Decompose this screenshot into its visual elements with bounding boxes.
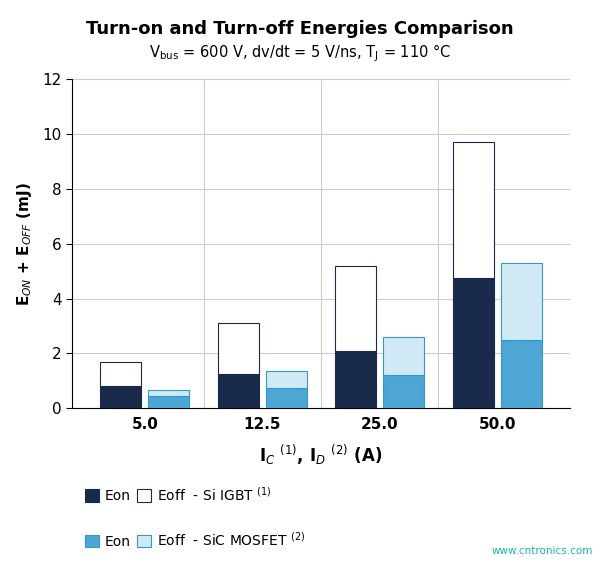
Bar [266,371,307,388]
Legend: Eon, Eoff  - Si IGBT $^{(1)}$: Eon, Eoff - Si IGBT $^{(1)}$ [85,485,271,503]
Bar [100,362,141,386]
Bar [452,142,494,278]
Bar [218,323,259,374]
Bar [218,374,259,408]
Bar [383,337,424,375]
Legend: Eon, Eoff  - SiC MOSFET $^{(2)}$: Eon, Eoff - SiC MOSFET $^{(2)}$ [85,531,305,549]
Bar [335,266,376,350]
Text: www.cntronics.com: www.cntronics.com [492,545,593,556]
Y-axis label: E$_{ON}$ + E$_{OFF}$ (mJ): E$_{ON}$ + E$_{OFF}$ (mJ) [15,182,34,306]
X-axis label: I$_C$ $^{(1)}$, I$_D$ $^{(2)}$ (A): I$_C$ $^{(1)}$, I$_D$ $^{(2)}$ (A) [259,443,383,467]
Bar [383,375,424,408]
Bar [148,396,190,408]
Bar [335,350,376,408]
Text: Turn-on and Turn-off Energies Comparison: Turn-on and Turn-off Energies Comparison [86,20,514,38]
Bar [501,263,542,340]
Bar [501,340,542,408]
Bar [266,388,307,408]
Bar [452,278,494,408]
Text: V$_\mathregular{bus}$ = 600 V, dv/dt = 5 V/ns, T$_\mathregular{J}$ = 110 °C: V$_\mathregular{bus}$ = 600 V, dv/dt = 5… [149,43,451,64]
Bar [148,391,190,396]
Bar [100,386,141,408]
